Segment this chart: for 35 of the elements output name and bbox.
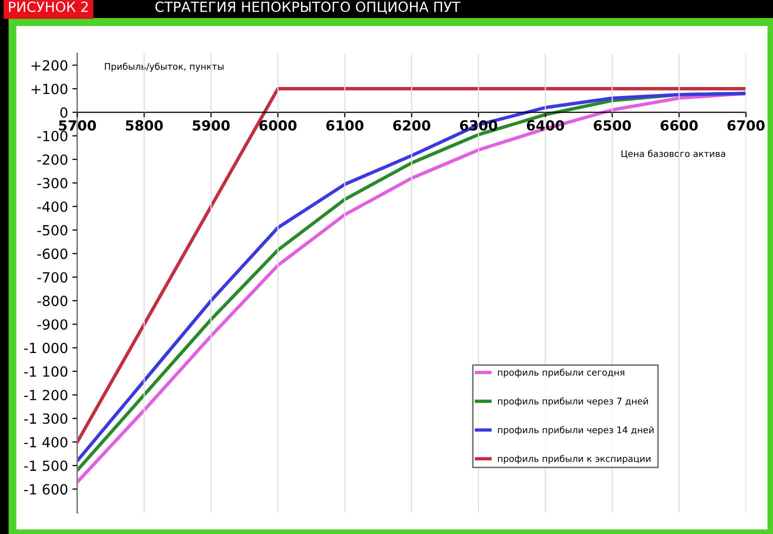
y-tick-label: -600 (37, 248, 68, 260)
x-tick-label: 5900 (192, 120, 230, 131)
y-tick-label: -100 (37, 130, 68, 142)
y-tick-label: -400 (37, 201, 68, 212)
y-tick-label: -300 (37, 178, 68, 188)
y-tick-label: -1 300 (24, 413, 68, 424)
y-tick-label: +200 (32, 60, 68, 71)
x-axis-title: Цена базового актива (622, 150, 726, 158)
x-tick-label: 6200 (393, 120, 430, 131)
y-tick-label: -1 100 (24, 366, 68, 377)
x-tick-label: 6500 (594, 120, 631, 131)
x-tick-label: 6000 (259, 120, 297, 131)
legend-label: профиль прибыли к экспирации (498, 454, 650, 464)
x-tick-label: 5800 (126, 120, 163, 131)
y-tick-label: -500 (37, 225, 68, 236)
legend-label: профиль прибыли сегодня (498, 368, 624, 378)
y-tick-label: -1 200 (24, 390, 68, 400)
y-tick-label: 0 (60, 107, 68, 118)
y-tick-label: -1 500 (24, 460, 68, 472)
x-tick-label: 6700 (727, 120, 765, 131)
y-tick-label: -200 (37, 154, 68, 165)
y-tick-label: -800 (37, 296, 68, 306)
chart-subtitle: СТРАТЕГИЯ НЕПОКРЫТОГО ОПЦИОНА ПУТ (155, 2, 460, 14)
x-tick-label: 6100 (326, 120, 364, 131)
y-axis-title: Прибыль/убыток, пункты (104, 62, 224, 72)
legend-label: профиль прибыли через 14 дней (498, 426, 654, 436)
y-tick-label: -1 000 (24, 342, 68, 354)
chart-title: РИСУНОК 2 (9, 2, 88, 12)
y-tick-label: +100 (32, 84, 68, 94)
y-tick-label: -700 (37, 272, 68, 283)
x-tick-label: 6600 (660, 120, 698, 131)
y-tick-label: -900 (37, 319, 68, 330)
y-tick-label: -1 600 (24, 484, 68, 495)
legend-label: профиль прибыли через 7 дней (498, 397, 648, 406)
y-tick-label: -1 400 (24, 436, 68, 448)
